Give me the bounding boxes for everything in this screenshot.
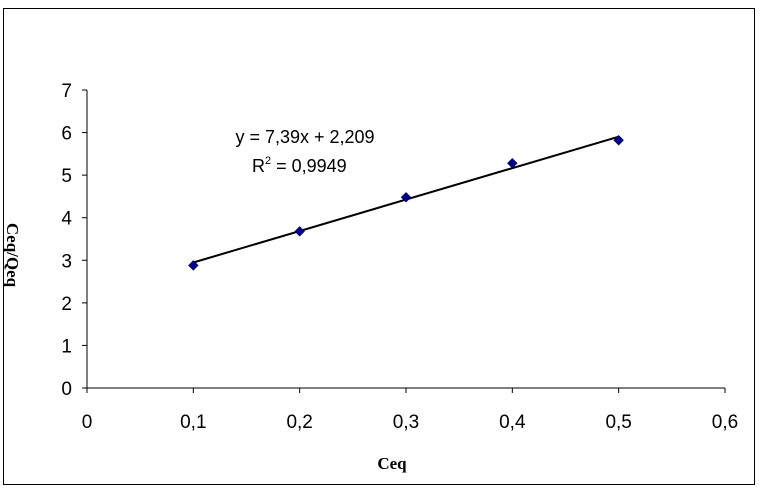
x-axis-title: Ceq [377,454,407,473]
x-tick-label: 0,6 [712,412,738,433]
axes [82,89,726,393]
y-tick-label: 5 [61,166,72,187]
r-squared-value: = 0,9949 [271,156,347,176]
r-squared-prefix: R [252,156,265,176]
x-tick-label: 0,4 [499,412,526,433]
y-tick-label: 0 [61,379,72,400]
x-tick-label: 0,2 [286,412,312,433]
y-tick-label: 3 [61,251,72,272]
data-points [188,135,624,271]
r-squared-superscript: 2 [265,155,271,167]
y-tick-label: 4 [61,209,72,230]
tick-labels: 0 1 2 3 4 5 6 7 0 0,1 0,2 0,3 0,4 0,5 0,6 [61,81,738,433]
y-tick-label: 1 [61,336,72,357]
trendline-equation: y = 7,39x + 2,209 [235,127,374,147]
x-tick-label: 0 [82,412,93,433]
x-tick-label: 0,3 [393,412,419,433]
y-tick-label: 6 [61,124,72,145]
r-squared-label: R2 = 0,9949 [252,155,347,176]
data-point [400,192,412,203]
y-tick-label: 7 [61,81,72,102]
data-point [294,226,305,237]
data-point [613,135,624,146]
y-tick-label: 2 [61,294,72,315]
y-axis-title: Ceq/Qeq [3,223,22,288]
chart-frame [3,8,755,485]
data-point [507,158,518,169]
x-tick-label: 0,1 [180,412,206,433]
data-point [188,260,199,271]
x-tick-label: 0,5 [605,412,631,433]
